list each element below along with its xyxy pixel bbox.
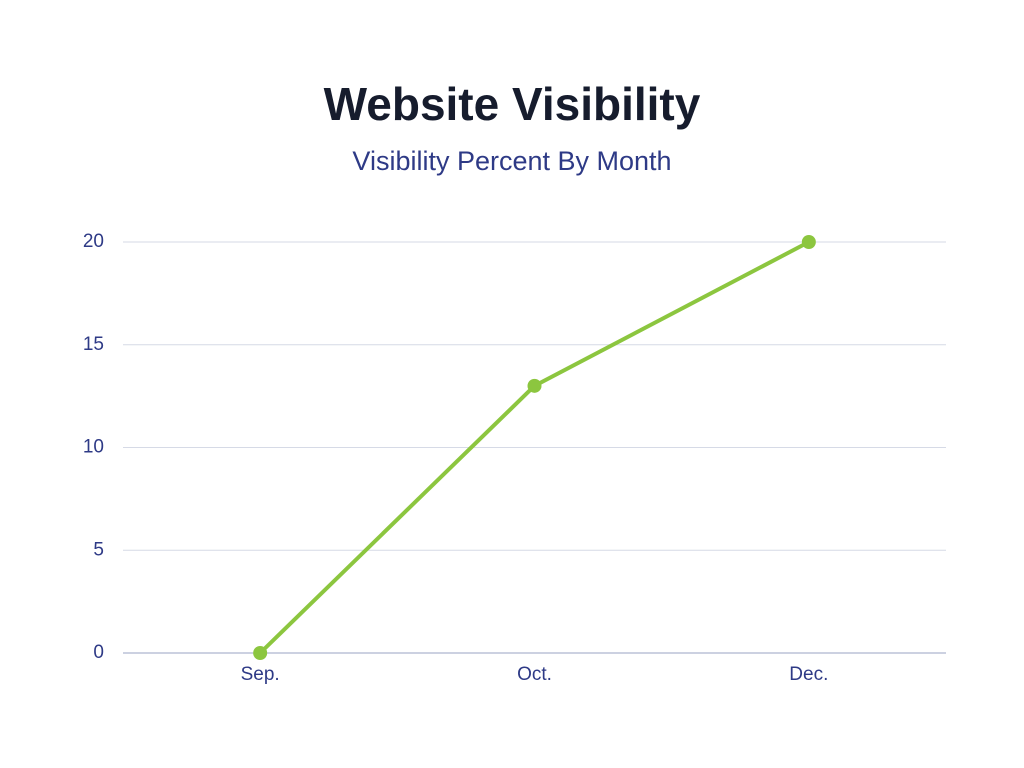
- x-tick-label: Oct.: [517, 664, 552, 685]
- y-tick-label: 20: [83, 231, 104, 252]
- x-tick-label: Dec.: [789, 664, 828, 685]
- y-tick-label: 15: [83, 334, 104, 355]
- y-tick-label: 0: [93, 642, 104, 663]
- point: [253, 646, 268, 660]
- y-tick-label: 5: [93, 539, 104, 560]
- y-tick-label: 10: [83, 437, 104, 458]
- point: [527, 378, 542, 393]
- chart-title: Website Visibility: [324, 78, 701, 130]
- point: [801, 235, 816, 249]
- chart-subtitle: Visibility Percent By Month: [352, 146, 671, 176]
- x-tick-label: Sep.: [241, 664, 280, 685]
